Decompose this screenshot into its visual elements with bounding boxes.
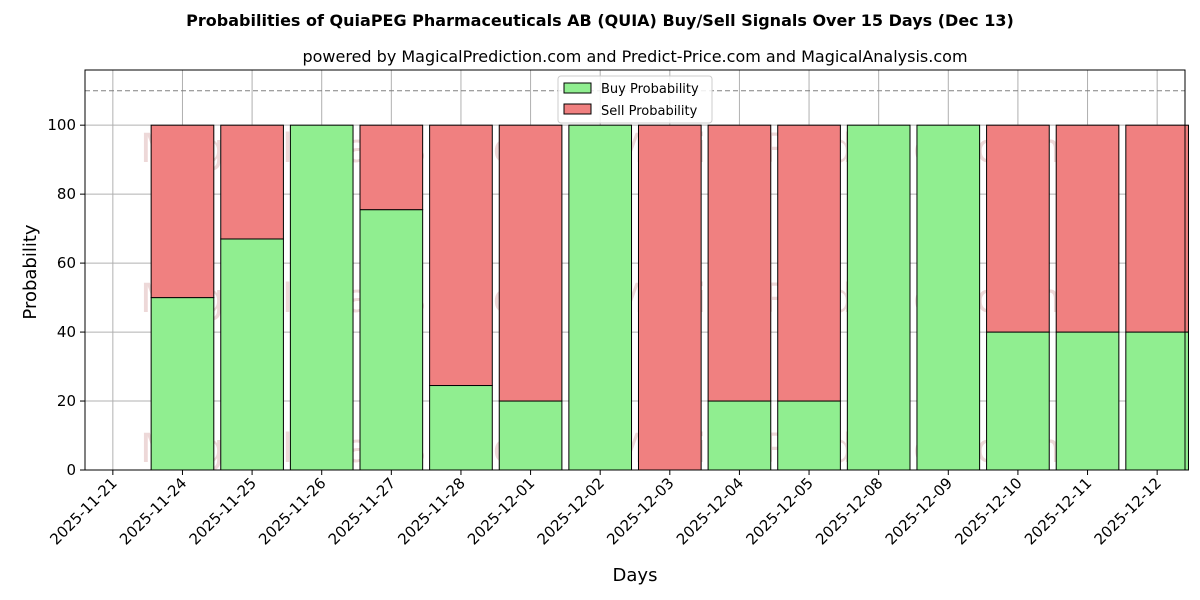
x-tick-label: 2025-12-02 — [534, 474, 608, 548]
y-tick-label: 60 — [57, 254, 76, 272]
x-axis-ticks: 2025-11-212025-11-242025-11-252025-11-26… — [46, 470, 1165, 548]
legend-box — [557, 75, 713, 124]
bar-buy — [150, 297, 215, 471]
bar-buy — [707, 400, 772, 471]
y-tick-label: 80 — [57, 185, 76, 203]
x-tick-label: 2025-12-04 — [673, 474, 747, 548]
bar-sell — [986, 124, 1050, 333]
bar-sell — [429, 124, 493, 387]
bar-buy — [498, 400, 563, 471]
bar-buy — [777, 400, 841, 471]
bar-sell — [1055, 124, 1120, 333]
y-tick-label: 100 — [47, 116, 76, 134]
x-tick-label: 2025-11-25 — [186, 474, 260, 548]
bar-sell — [498, 124, 563, 402]
bars — [150, 124, 1189, 471]
bar-buy — [1125, 331, 1189, 471]
bar-buy — [1055, 331, 1120, 471]
bar-sell — [220, 124, 284, 240]
x-tick-label: 2025-12-03 — [603, 474, 677, 548]
legend-swatch-buy — [563, 82, 592, 94]
legend-label-sell: Sell Probability — [601, 104, 698, 119]
bar-buy — [220, 238, 284, 471]
x-tick-label: 2025-12-10 — [951, 474, 1025, 548]
y-tick-label: 0 — [66, 461, 76, 479]
y-tick-label: 40 — [57, 323, 76, 341]
x-tick-label: 2025-11-26 — [255, 474, 329, 548]
x-tick-label: 2025-12-12 — [1091, 474, 1165, 548]
x-tick-label: 2025-12-05 — [743, 474, 817, 548]
x-tick-label: 2025-12-11 — [1021, 474, 1095, 548]
bar-buy — [429, 385, 493, 471]
bar-buy — [986, 331, 1050, 471]
y-axis-ticks: 0 20 40 60 80 100 — [47, 116, 85, 479]
legend: Buy Probability Sell Probability — [557, 75, 713, 124]
y-axis-label: Probability — [20, 224, 41, 319]
x-tick-label: 2025-11-28 — [394, 474, 468, 548]
bar-buy — [846, 124, 911, 471]
legend-swatch-sell — [563, 103, 592, 115]
bar-sell — [359, 124, 424, 211]
plot-frame — [84, 69, 1186, 471]
y-tick-label: 20 — [57, 392, 76, 410]
bar-sell — [1125, 124, 1189, 333]
bar-buy — [289, 124, 354, 471]
chart-title: Probabilities of QuiaPEG Pharmaceuticals… — [186, 11, 1014, 30]
x-tick-label: 2025-11-24 — [116, 474, 190, 548]
bar-sell — [150, 124, 215, 299]
x-tick-label: 2025-12-01 — [464, 474, 538, 548]
bar-buy — [359, 209, 424, 471]
bar-buy — [568, 124, 633, 471]
x-tick-label: 2025-12-08 — [812, 474, 886, 548]
x-tick-label: 2025-11-21 — [46, 474, 120, 548]
x-axis-label: Days — [613, 565, 658, 586]
bar-sell — [777, 124, 841, 402]
chart-subtitle: powered by MagicalPrediction.com and Pre… — [302, 47, 967, 66]
x-tick-label: 2025-12-09 — [882, 474, 956, 548]
bar-sell — [707, 124, 772, 402]
bar-sell — [637, 124, 702, 471]
x-tick-label: 2025-11-27 — [325, 474, 399, 548]
bar-buy — [916, 124, 981, 471]
legend-label-buy: Buy Probability — [601, 82, 699, 97]
